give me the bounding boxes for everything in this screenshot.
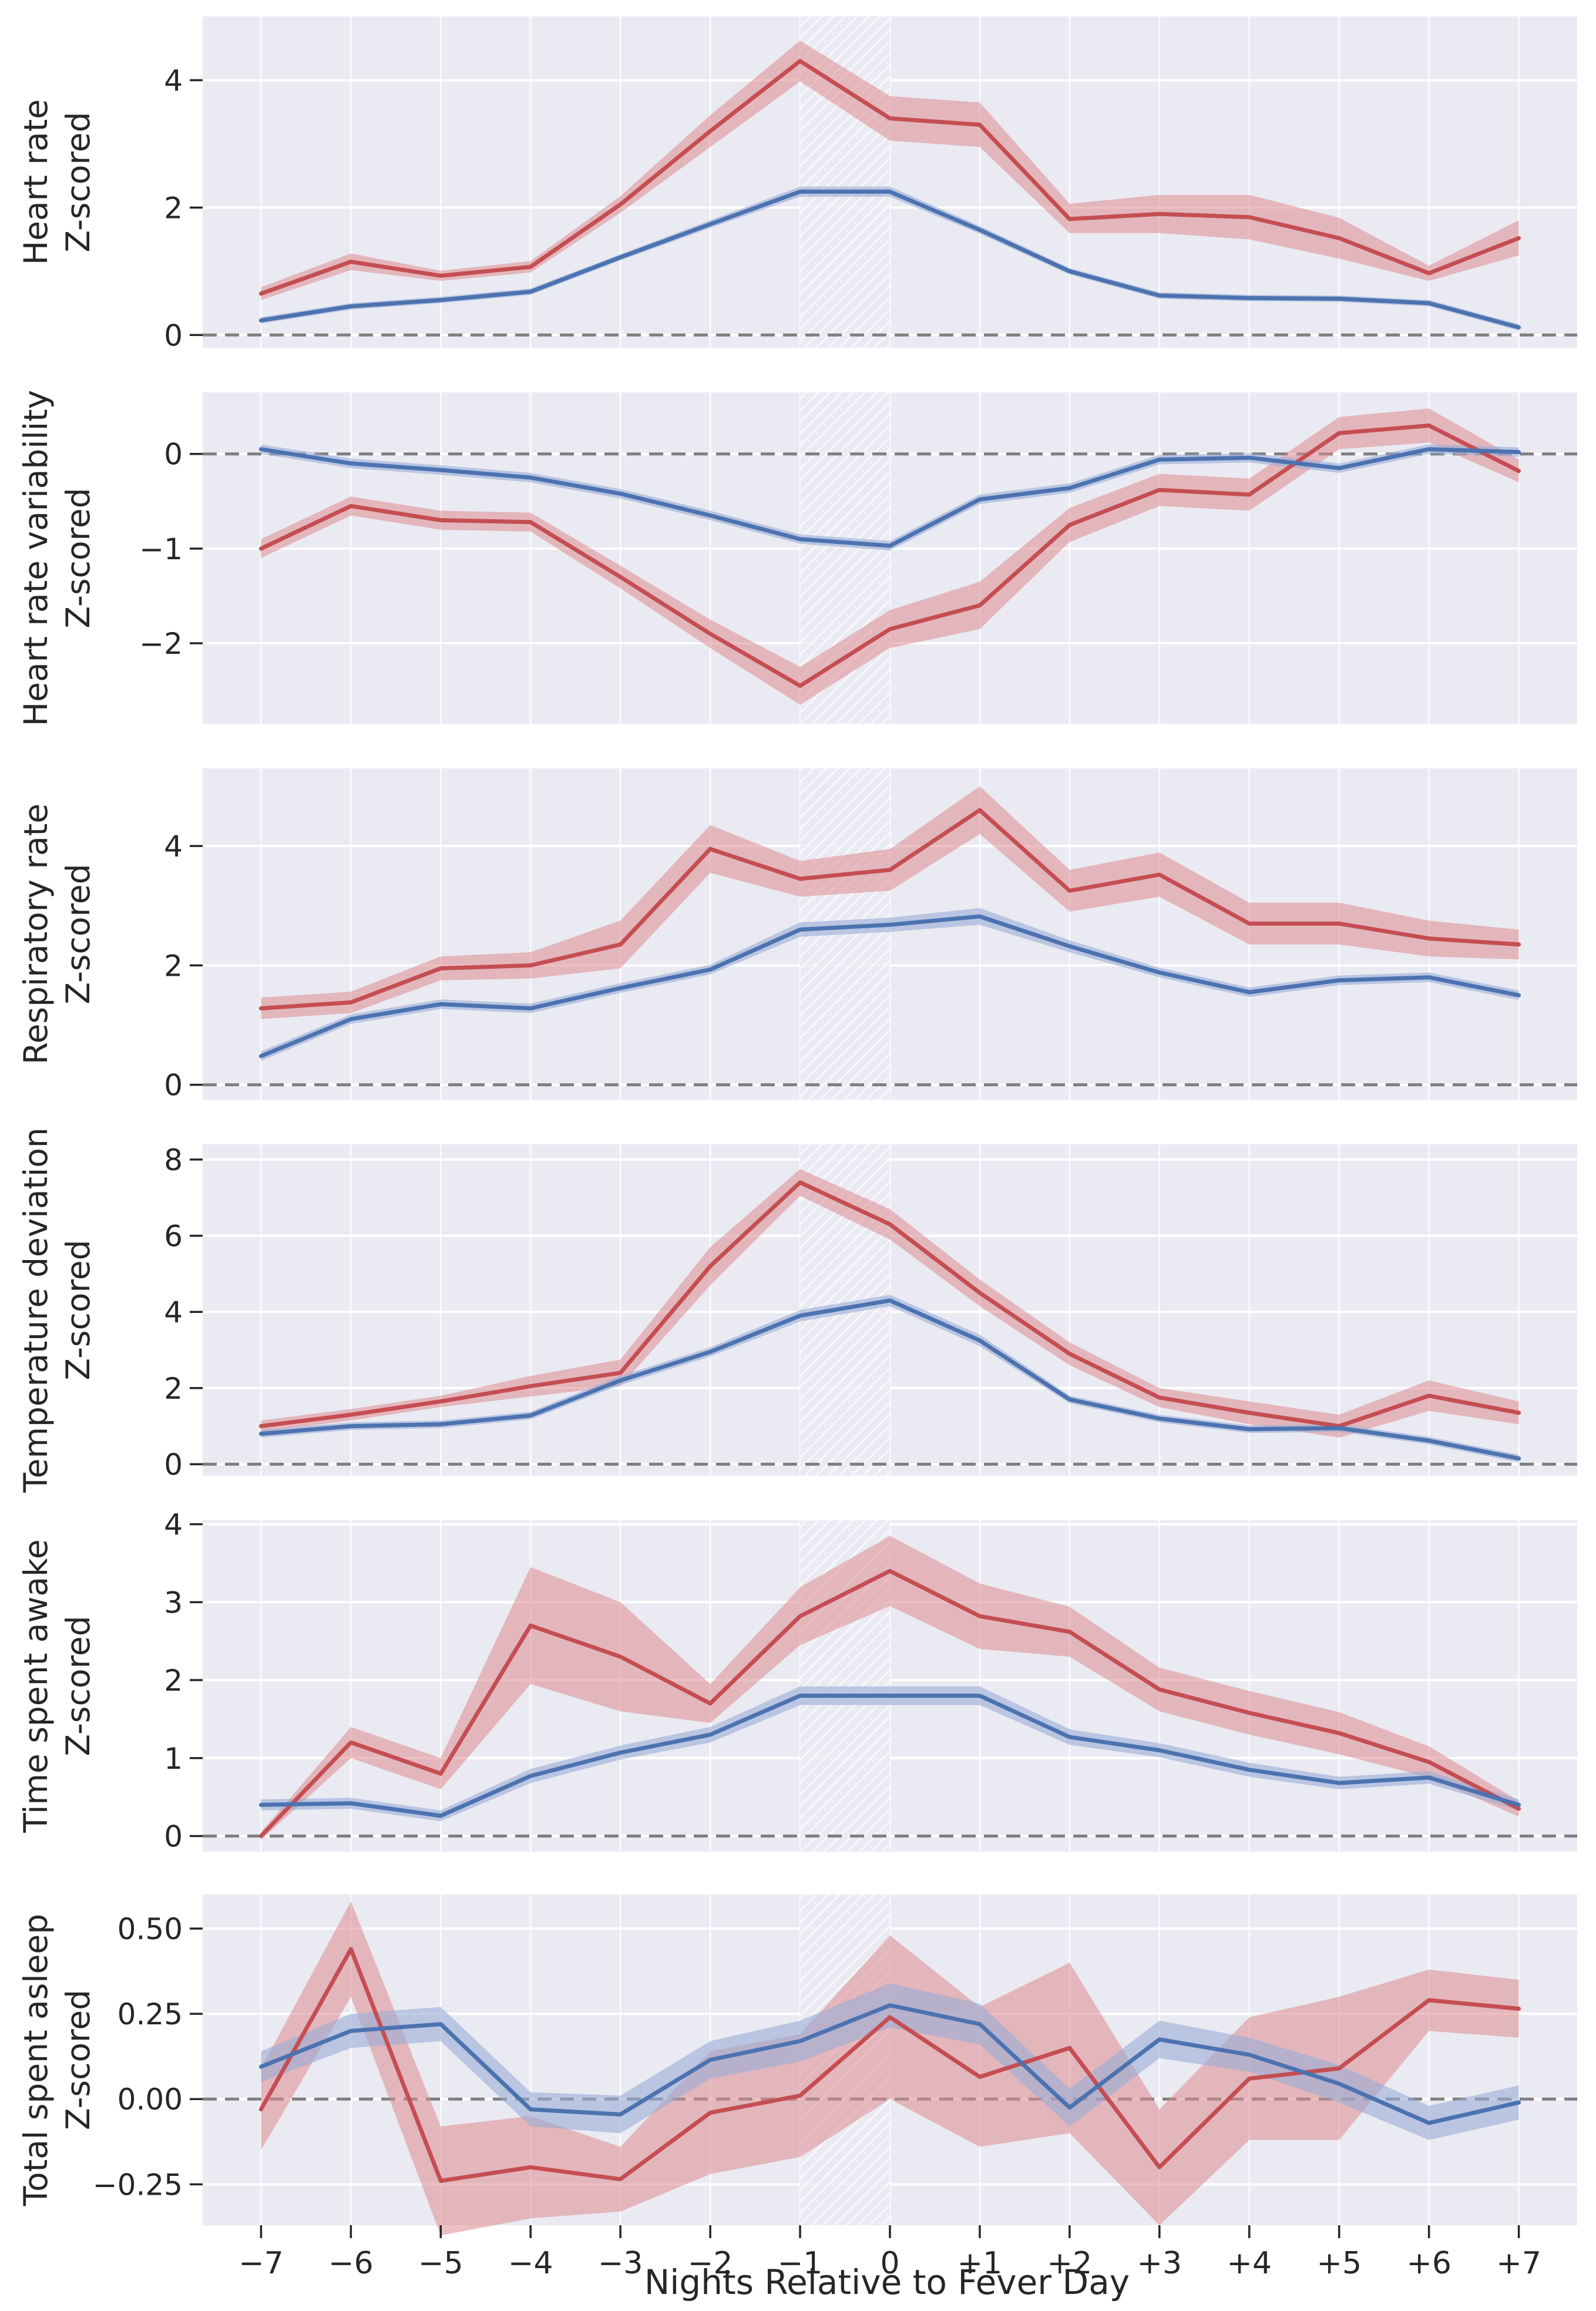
y-tick-label: −1 [139,532,183,566]
y-axis-label-line: Time spent awake [17,1539,55,1833]
y-tick-label: 4 [164,1295,183,1329]
x-tick-label: +2 [1047,2246,1093,2281]
y-axis-label-line: Heart rate variability [17,390,55,726]
y-tick-label: 4 [164,1508,183,1542]
panel-3: 0 2 4 Respiratory rate Z-scored [17,768,1577,1103]
y-tick-label: 2 [164,949,183,983]
y-tick-label: 0 [164,318,183,352]
y-tick-label: 1 [164,1742,183,1776]
x-tick-label: 0 [880,2246,899,2281]
y-axis-label: Time spent awake Z-scored [17,1539,97,1833]
panel-5: 0 1 2 3 4 Time spent awake Z-scored [17,1508,1577,1853]
y-axis-label-line: Z-scored [59,1990,97,2130]
x-tick-label: +5 [1316,2246,1362,2281]
y-tick-label: 4 [164,829,183,864]
x-tick-label: +7 [1496,2246,1541,2281]
x-tick-label: −4 [508,2246,553,2281]
red-series-line [258,423,1521,688]
y-tick-label: 0.50 [117,1912,183,1946]
panel-4: 0 2 4 6 8 Temperature deviation Z-scored [17,1127,1577,1493]
y-tick-label: 0 [164,1448,183,1482]
blue-series-line [258,914,1521,1059]
y-axis-label-line: Z-scored [59,1615,97,1756]
panel-1: 0 2 4 Heart rate Z-scored [17,16,1577,352]
y-axis-label: Heart rate Z-scored [17,99,97,265]
y-axis-label: Temperature deviation Z-scored [17,1127,97,1493]
red-series-line [258,808,1521,1010]
panel-2: 0 −1 −2 Heart rate variability Z-scored [17,390,1577,726]
blue-confidence-band [261,1295,1519,1463]
y-axis-label-line: Temperature deviation [17,1127,55,1493]
x-tick-label: −5 [418,2246,463,2281]
blue-series-line [258,1298,1521,1461]
x-tick-label: +6 [1406,2246,1451,2281]
y-tick-label: 8 [164,1143,183,1177]
red-series-line [258,59,1521,296]
blue-series-line [258,447,1521,548]
y-axis-label: Respiratory rate Z-scored [17,804,97,1064]
blue-series-line [258,2003,1521,2125]
y-axis-label: Heart rate variability Z-scored [17,390,97,726]
y-axis-label: Total spent asleep Z-scored [17,1914,97,2206]
red-confidence-band [261,1169,1519,1438]
y-tick-label: 0 [164,1819,183,1853]
y-tick-label: −2 [139,627,183,661]
blue-series-line [258,189,1521,330]
red-series-line [258,1947,1521,2183]
blue-confidence-band [261,1983,1519,2140]
y-tick-label: 0 [164,438,183,472]
blue-confidence-band [261,186,1519,331]
y-tick-label: 0.00 [117,2082,183,2117]
y-tick-label: 2 [164,1664,183,1698]
x-tick-label: −3 [598,2246,643,2281]
red-confidence-band [261,1901,1519,2236]
y-tick-label: 0.25 [117,1997,183,2031]
x-tick-label: +4 [1227,2246,1272,2281]
x-tick-label: +3 [1137,2246,1182,2281]
x-tick-label: −6 [328,2246,374,2281]
y-tick-label: 2 [164,1372,183,1406]
y-tick-label: 6 [164,1220,183,1254]
y-tick-label: 0 [164,1069,183,1103]
x-tick-label: −2 [688,2246,733,2281]
y-tick-label: −0.25 [93,2168,183,2202]
blue-series-line [258,1694,1521,1818]
x-tick-label: −1 [778,2246,823,2281]
y-axis-label-line: Respiratory rate [17,804,55,1064]
y-axis-label-line: Heart rate [17,99,55,265]
red-confidence-band [261,408,1519,705]
y-tick-label: 3 [164,1586,183,1620]
red-confidence-band [261,1536,1519,1840]
y-axis-label-line: Z-scored [59,864,97,1004]
y-tick-label: 2 [164,191,183,225]
y-axis-label-line: Z-scored [59,112,97,252]
red-series-line [258,1180,1521,1429]
red-confidence-band [261,786,1519,1019]
x-axis: −7 −6 −5 −4 −3 −2 −1 0 +1 +2 +3 +4 +5 +6 +7 [238,2225,1541,2281]
x-tick-label: −7 [238,2246,284,2281]
y-axis-label-line: Total spent asleep [17,1914,55,2206]
y-axis-label-line: Z-scored [59,1240,97,1380]
y-tick-label: 4 [164,63,183,98]
red-series-line [258,1568,1521,1838]
x-tick-label: +1 [957,2246,1003,2281]
x-axis-label: Nights Relative to Fever Day [644,2262,1130,2302]
y-axis-label-line: Z-scored [59,488,97,628]
